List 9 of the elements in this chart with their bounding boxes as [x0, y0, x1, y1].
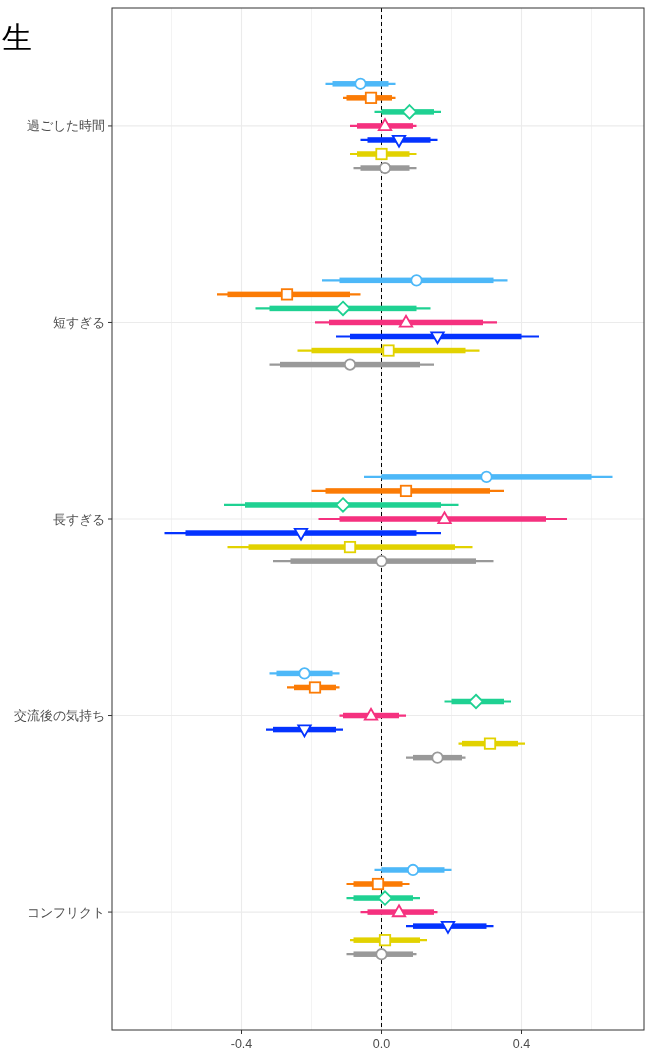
y-tick-label: 短すぎる [53, 315, 105, 330]
x-tick-label: 0.0 [372, 1037, 391, 1051]
x-tick-label: 0.4 [512, 1037, 531, 1051]
chart-title: 生 [2, 21, 32, 54]
y-tick-label: 交流後の気持ち [14, 708, 105, 724]
y-tick-label: 長すぎる [53, 512, 105, 527]
x-tick-label: -0.4 [230, 1037, 253, 1051]
y-tick-label: コンフリクト [27, 905, 105, 920]
y-tick-label: 過ごした時間 [27, 119, 105, 134]
